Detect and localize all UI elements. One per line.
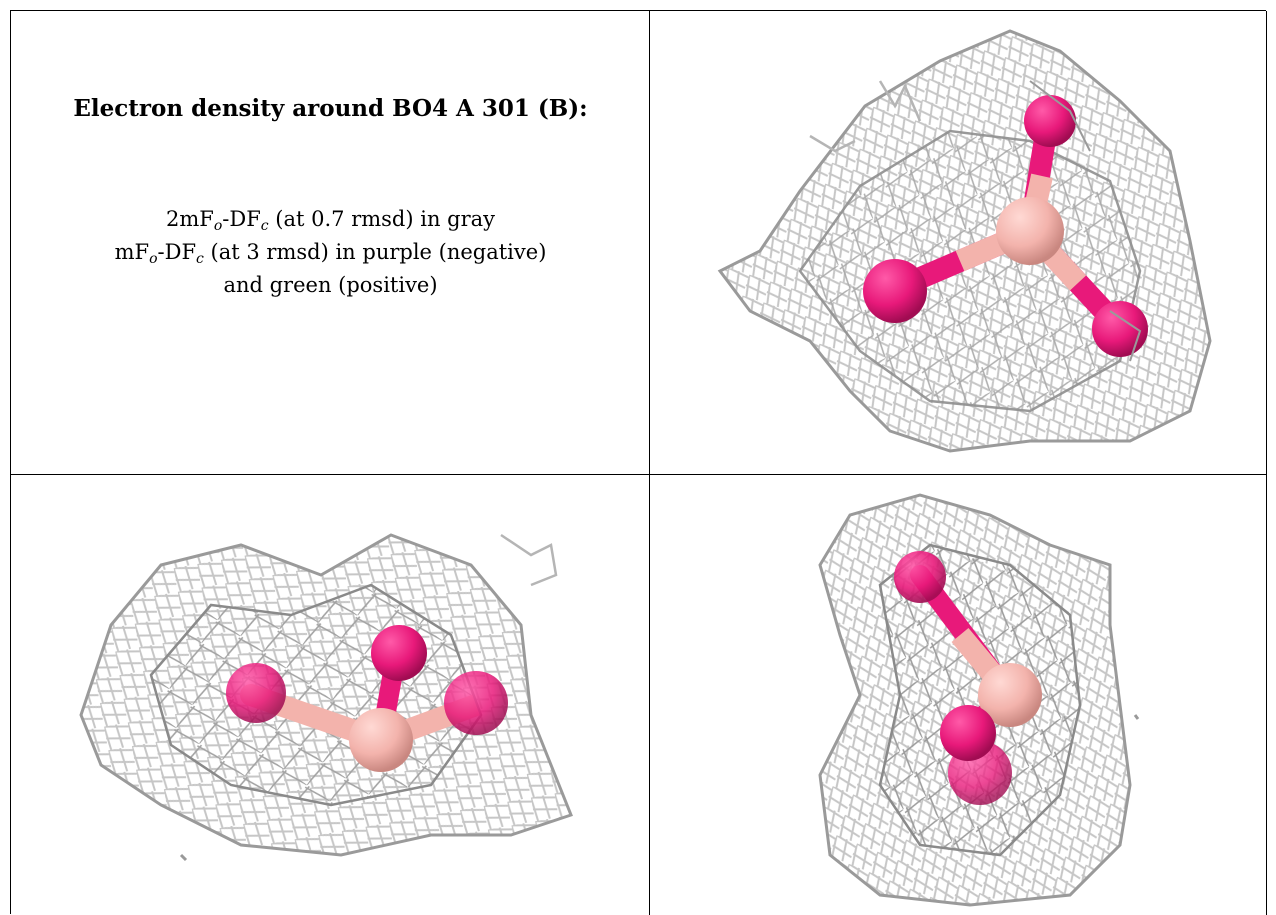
boron-atom [996,197,1064,265]
oxygen-atom [863,259,927,323]
bo4-molecule [863,95,1148,357]
oxygen-atom [1092,301,1148,357]
oxygen-atom [894,551,946,603]
density-render-1 [717,29,1212,453]
legend-line-2mfo-dfc: 2mFo-DFc (at 0.7 rmsd) in gray [165,207,496,234]
oxygen-atom [371,625,427,681]
legend-line-mfo-dfc: mFo-DFc (at 3 rmsd) in purple (negative) [114,240,547,267]
oxygen-atom [444,671,508,735]
page-title: Electron density around BO4 A 301 (B): [73,95,588,122]
legend-line-colors: and green (positive) [223,273,438,297]
bo4-molecule [894,551,1042,805]
description-cell: Electron density around BO4 A 301 (B): 2… [11,11,650,475]
oxygen-atom [1024,95,1076,147]
boron-atom [978,663,1042,727]
bo4-molecule [226,625,508,772]
density-view-bottom-left [11,475,650,915]
oxygen-atom [940,705,996,761]
density-render-2 [79,533,573,862]
density-render-3 [818,493,1140,907]
oxygen-atom [226,663,286,723]
density-legend: 2mFo-DFc (at 0.7 rmsd) in gray mFo-DFc (… [11,203,649,302]
density-view-top [650,11,1267,475]
boron-atom [349,708,413,772]
density-view-bottom-right [650,475,1267,915]
density-table: Electron density around BO4 A 301 (B): 2… [10,10,1267,915]
